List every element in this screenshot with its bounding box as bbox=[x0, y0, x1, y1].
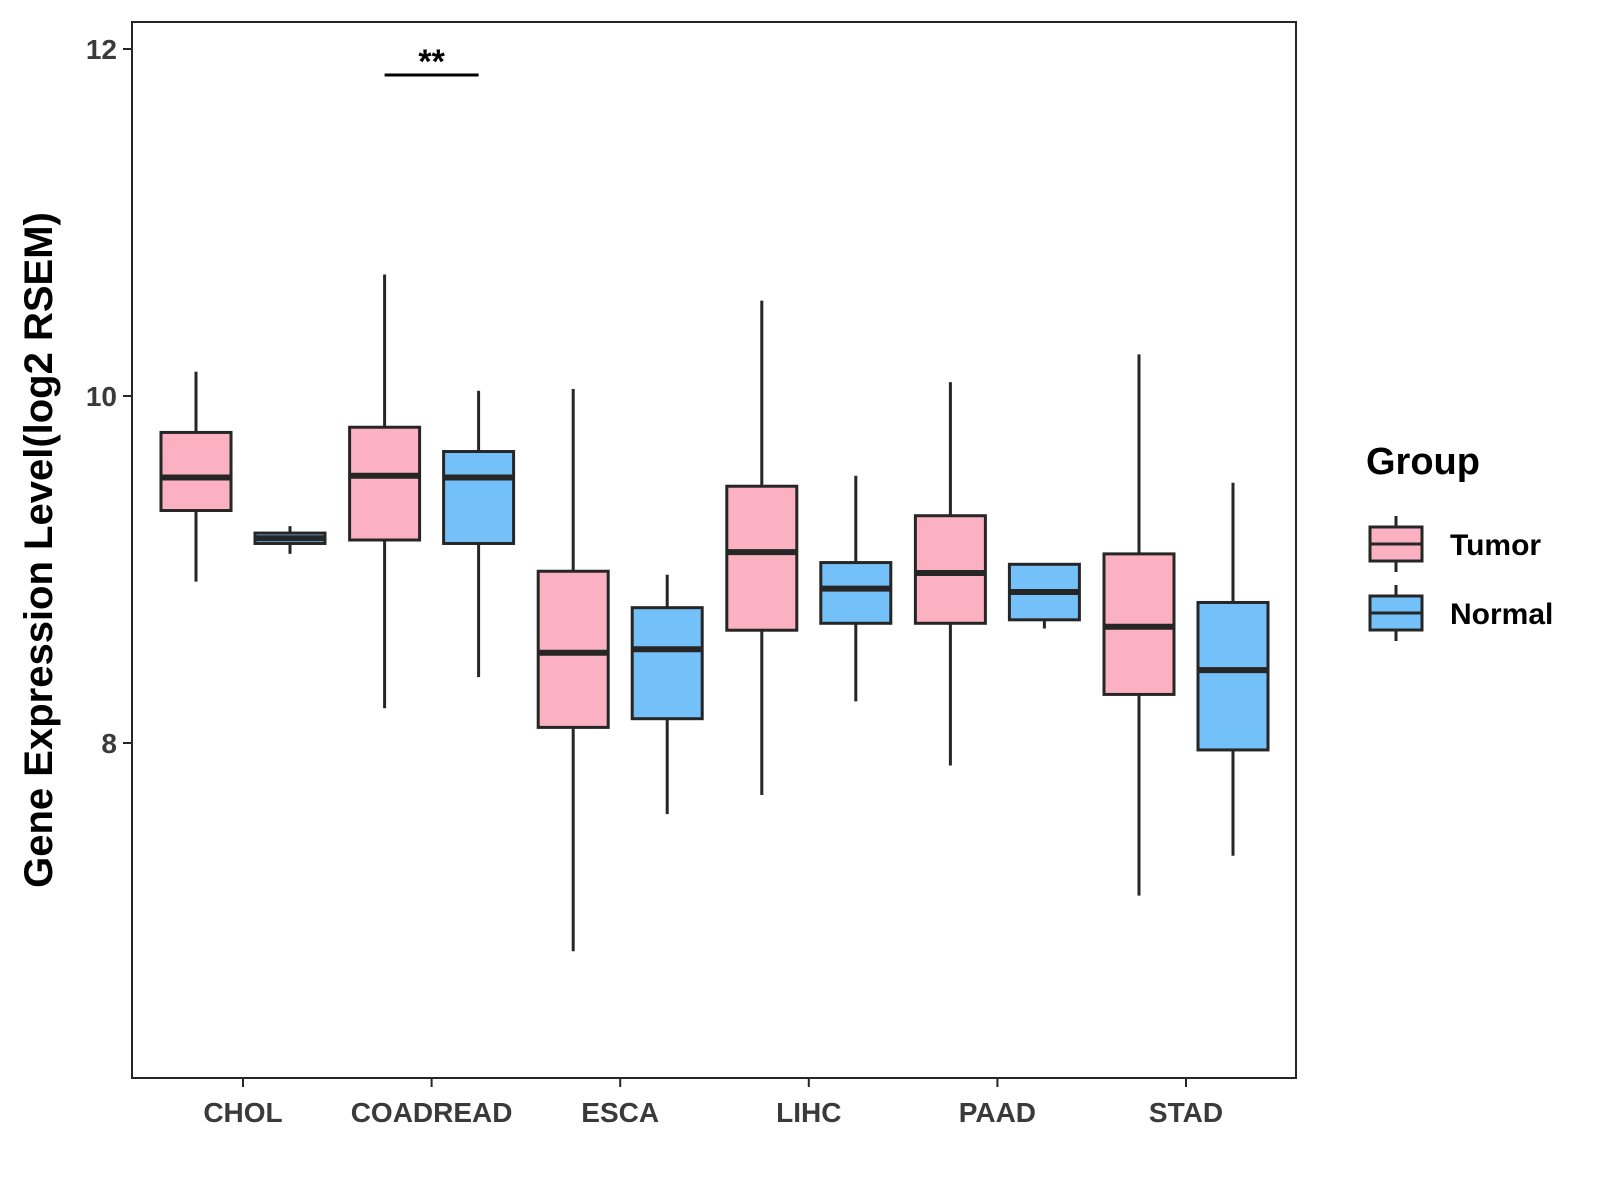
x-tick-label-esca: ESCA bbox=[581, 1097, 659, 1128]
normal-lihc-box bbox=[819, 561, 893, 625]
legend-label-tumor: Tumor bbox=[1450, 529, 1541, 562]
normal-stad-box bbox=[1196, 600, 1270, 752]
y-tick-label-8: 8 bbox=[101, 728, 117, 759]
tumor-lihc-box bbox=[725, 484, 799, 632]
tumor-chol-box bbox=[159, 430, 233, 513]
x-tick-label-coadread: COADREAD bbox=[351, 1097, 513, 1128]
plot-layer: ** bbox=[159, 43, 1270, 952]
x-tick-label-chol: CHOL bbox=[203, 1097, 282, 1128]
y-tick-label-12: 12 bbox=[86, 34, 117, 65]
legend-title: Group bbox=[1366, 441, 1480, 483]
legend-label-normal: Normal bbox=[1450, 598, 1553, 631]
tumor-esca-box bbox=[536, 569, 610, 729]
tumor-coadread-box bbox=[348, 425, 422, 542]
significance-label: ** bbox=[418, 43, 445, 81]
x-tick-label-stad: STAD bbox=[1149, 1097, 1223, 1128]
axis-layer: 8 10 12 CHOL COADREAD ESCA LIHC PAAD STAD bbox=[86, 34, 1223, 1128]
normal-esca-box bbox=[630, 606, 704, 721]
normal-coadread-box bbox=[442, 450, 516, 545]
x-tick-label-lihc: LIHC bbox=[776, 1097, 841, 1128]
x-tick-label-paad: PAAD bbox=[959, 1097, 1036, 1128]
y-tick-label-10: 10 bbox=[86, 381, 117, 412]
tumor-paad-box bbox=[913, 514, 987, 625]
legend: Group Tumor Normal bbox=[1366, 441, 1553, 641]
y-axis-label: Gene Expression Level(log2 RSEM) bbox=[17, 212, 61, 888]
plot-panel-border bbox=[131, 21, 1297, 1079]
